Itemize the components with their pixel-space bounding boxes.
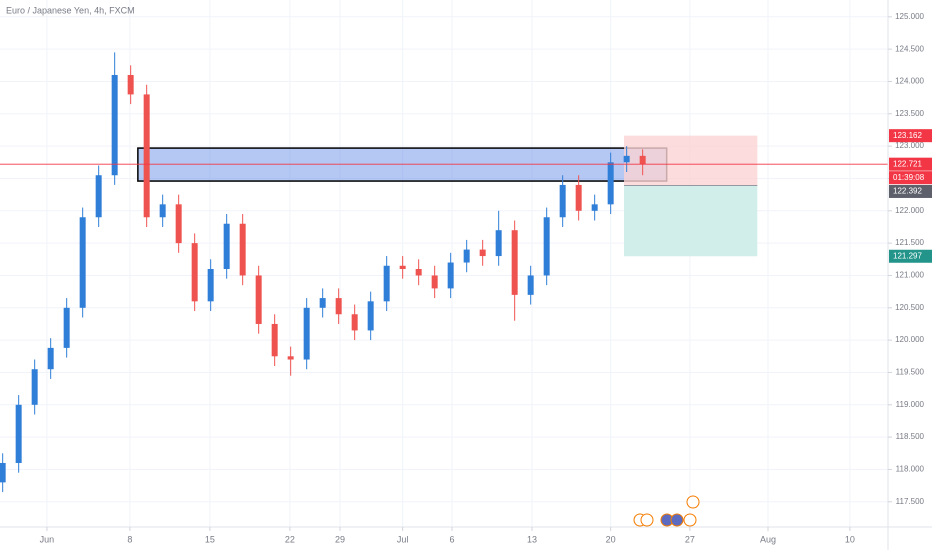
y-tick-label: 124.500 [895,44,924,53]
price-tag [889,184,932,198]
risk-area [624,135,758,186]
y-tick-label: 124.000 [895,77,924,86]
candle-body [575,184,582,211]
event-icon [640,513,654,527]
candle-body [79,217,86,308]
plot [0,0,888,527]
y-tick-label: 118.000 [896,465,925,474]
y-tick-label: 121.500 [895,238,924,247]
y-tick-label: 120.000 [895,335,924,344]
candle-body [367,301,374,331]
event-icon [670,513,684,527]
x-tick-label: 15 [205,534,215,544]
y-tick-label: 119.000 [896,400,925,409]
chart-title: Euro / Japanese Yen, 4h, FXCM [6,5,135,15]
candle-body [111,75,118,176]
candle-body [63,307,70,348]
candle-body [447,262,454,289]
y-tick-label: 119.500 [896,368,925,377]
candle-body [95,175,102,218]
candle-body [15,404,22,463]
candle-body [383,265,390,302]
event-icons [633,495,700,527]
candle-body [559,184,566,218]
candle-body [239,223,246,276]
candle-body [335,298,342,315]
x-tick-label: 6 [449,534,454,544]
candle-body [175,204,182,244]
candle-body [223,223,230,269]
x-tick-label: Jul [397,534,409,544]
countdown-label: 01:39:08 [893,173,925,182]
candle-body [319,298,326,308]
candle-body [495,230,502,257]
x-tick-label: Aug [760,534,776,544]
candle-body [207,268,214,302]
candle-body [463,249,470,263]
candle-body [143,94,150,218]
reward-area [624,185,758,257]
candle-body [511,230,518,295]
x-tick-label: 29 [335,534,345,544]
y-tick-label: 123.500 [895,109,924,118]
x-tick-label: 20 [606,534,616,544]
candle-body [623,155,630,163]
candle-body [303,307,310,360]
price-tag [889,129,932,143]
candle-body [351,314,358,331]
y-tick-label: 123.000 [895,141,924,150]
candle-body [271,323,278,357]
candle-body [255,275,262,324]
price-tag-label: 122.392 [893,187,922,196]
y-tick-label: 117.500 [896,497,925,506]
y-tick-label: 118.500 [896,432,925,441]
candle-body [47,347,54,370]
price-tag-label: 121.297 [893,251,922,260]
candle-body [399,265,406,269]
candle-body [527,275,534,295]
countdown-tag [889,171,932,185]
candle-body [543,217,550,276]
x-tick-label: 13 [527,534,537,544]
price-tag [889,157,932,171]
x-tick-label: Jun [40,534,55,544]
candle-body [607,162,614,205]
x-tick-label: 8 [127,534,132,544]
candle-body [127,75,134,95]
candle-body [591,204,598,211]
candle-body [0,462,6,483]
candle-body [159,204,166,218]
candle-body [479,249,486,257]
price-tag-label: 122.721 [893,159,922,168]
x-tick-label: 22 [285,534,295,544]
price-tag [889,249,932,263]
y-tick-label: 122.000 [895,206,924,215]
candle-body [431,275,438,289]
y-tick-label: 121.000 [895,271,924,280]
y-tick-label: 120.500 [895,303,924,312]
candle-body [415,268,422,276]
event-icon [683,513,697,527]
event-icon [686,495,700,509]
x-tick-label: 27 [685,534,695,544]
candle-body [287,356,294,360]
price-tag-label: 123.162 [893,131,922,140]
x-tick-label: 10 [845,534,855,544]
candle-body [191,243,198,302]
candle-body [639,155,646,165]
y-tick-label: 125.000 [895,12,924,21]
candle-body [31,369,38,405]
